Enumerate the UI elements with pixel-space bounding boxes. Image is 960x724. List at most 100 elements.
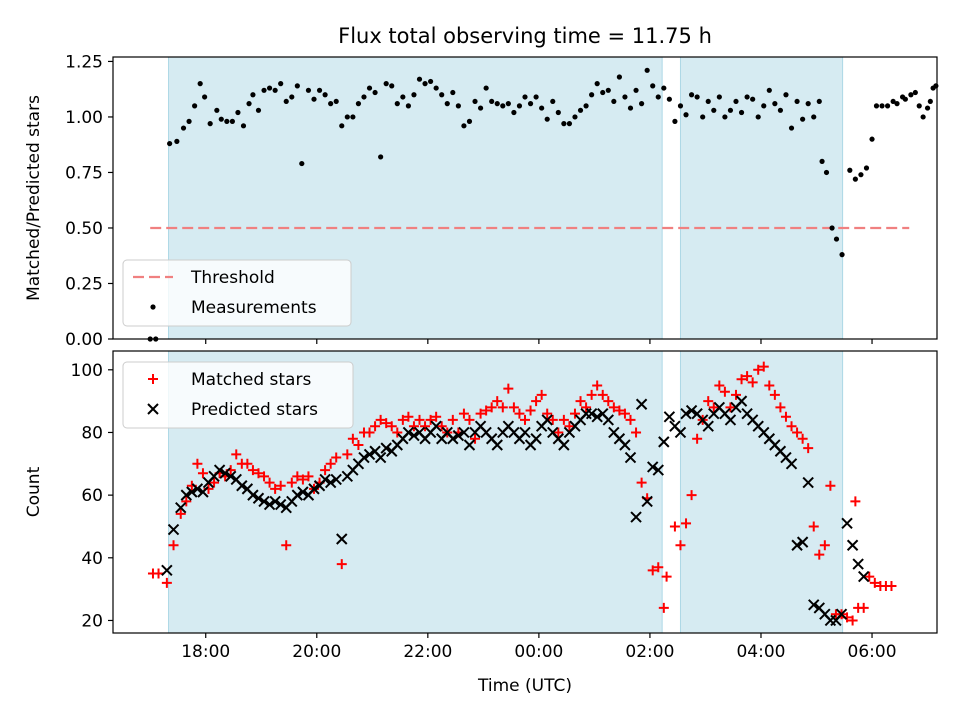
y-axis-label: Count <box>24 466 44 517</box>
measurement-point <box>672 118 678 124</box>
predicted-stars-point <box>161 564 173 577</box>
measurement-point <box>605 87 611 93</box>
matched-stars-point <box>514 408 525 419</box>
measurement-point <box>550 98 556 105</box>
measurement-point <box>879 103 885 109</box>
y-tick-label: 0.75 <box>65 163 103 183</box>
measurement-point <box>533 94 539 100</box>
predicted-stars-point <box>180 489 193 501</box>
measurement-point <box>805 101 811 107</box>
predicted-stars-point <box>530 433 542 445</box>
matched-stars-point <box>769 389 780 400</box>
matched-stars-point <box>161 577 172 588</box>
measurement-point <box>858 172 864 178</box>
measurement-point <box>207 121 213 127</box>
measurement-point <box>555 109 561 116</box>
predicted-stars-point <box>197 486 209 498</box>
measurement-point <box>823 169 830 176</box>
measurement-point <box>511 109 517 116</box>
x-tick-label: 00:00 <box>514 642 563 662</box>
matched-stars-point <box>431 411 442 422</box>
measurement-point <box>261 87 267 93</box>
predicted-stars-point <box>835 608 848 620</box>
predicted-stars-point <box>358 451 370 464</box>
matched-stars-point <box>175 508 186 519</box>
matched-stars-point <box>181 496 192 507</box>
matched-stars-point <box>281 540 292 551</box>
matched-stars-point <box>447 414 458 425</box>
predicted-stars-point <box>658 436 670 448</box>
matched-stars-point <box>669 521 680 532</box>
predicted-stars-point <box>635 398 648 410</box>
predicted-stars-point <box>702 420 714 432</box>
y-tick-label: 100 <box>71 361 103 381</box>
predicted-stars-point <box>663 411 676 423</box>
measurement-point <box>705 98 711 105</box>
matched-stars-point <box>625 414 636 425</box>
measurement-point <box>167 140 173 147</box>
predicted-stars-point <box>680 407 692 420</box>
matched-stars-point <box>531 396 542 407</box>
predicted-stars-point <box>785 458 798 470</box>
matched-stars-point <box>558 414 569 425</box>
measurement-point <box>816 98 822 105</box>
matched-stars-point <box>814 549 825 560</box>
matched-stars-point <box>586 389 597 400</box>
matched-stars-point <box>481 405 492 416</box>
matched-stars-point <box>792 427 803 438</box>
matched-stars-point <box>264 477 275 488</box>
measurement-point <box>677 103 684 109</box>
measurement-point <box>366 85 373 91</box>
predicted-stars-point <box>213 464 226 476</box>
matched-stars-point <box>475 408 486 419</box>
measurement-point <box>294 83 300 89</box>
predicted-stars-point <box>274 498 287 511</box>
measurement-point <box>516 103 523 109</box>
matched-stars-point <box>708 402 719 413</box>
measurement-point <box>722 114 728 120</box>
measurement-point <box>539 105 545 111</box>
matched-stars-point <box>719 386 730 397</box>
matched-stars-point <box>425 414 436 425</box>
predicted-stars-point <box>791 539 803 551</box>
predicted-stars-point <box>735 395 748 407</box>
predicted-stars-point <box>846 539 859 551</box>
y-tick-label: 40 <box>81 549 103 569</box>
measurement-point <box>416 76 423 82</box>
predicted-stars-point <box>541 414 553 426</box>
measurement-point <box>755 114 761 120</box>
predicted-stars-point <box>363 448 376 461</box>
y-tick-label: 80 <box>81 423 103 443</box>
matched-stars-point <box>847 615 858 626</box>
measurement-point <box>639 101 645 107</box>
y-tick-label: 60 <box>81 486 103 506</box>
matched-stars-point <box>525 405 536 416</box>
matched-stars-point <box>197 468 208 479</box>
matched-stars-point <box>675 540 686 551</box>
matched-stars-point <box>692 433 703 444</box>
measurement-point <box>666 96 672 102</box>
matched-stars-point <box>403 411 414 422</box>
predicted-stars-point <box>191 483 204 495</box>
matched-stars-point <box>353 440 364 450</box>
predicted-stars-point <box>308 483 320 495</box>
matched-stars-point <box>592 380 603 391</box>
predicted-stars-point <box>841 517 853 530</box>
predicted-stars-point <box>167 523 180 536</box>
matched-stars-point <box>275 480 286 491</box>
predicted-stars-point <box>175 501 187 514</box>
measurement-point <box>355 101 362 107</box>
measurement-point <box>589 92 595 98</box>
matched-stars-point <box>619 408 630 419</box>
x-tick-label: 20:00 <box>292 642 341 662</box>
predicted-stars-point <box>291 489 304 501</box>
matched-stars-point <box>658 602 669 613</box>
matched-stars-point <box>736 374 747 385</box>
measurement-point <box>683 112 689 118</box>
predicted-stars-point <box>380 442 392 454</box>
measurement-point <box>884 103 891 109</box>
measurement-point <box>305 87 312 93</box>
predicted-stars-point <box>319 473 331 486</box>
panel-count: 20 40 60 80 100 18:00 20:00 22:00 00:00 02:00 04:0… <box>24 350 938 696</box>
predicted-stars-point <box>263 498 276 511</box>
